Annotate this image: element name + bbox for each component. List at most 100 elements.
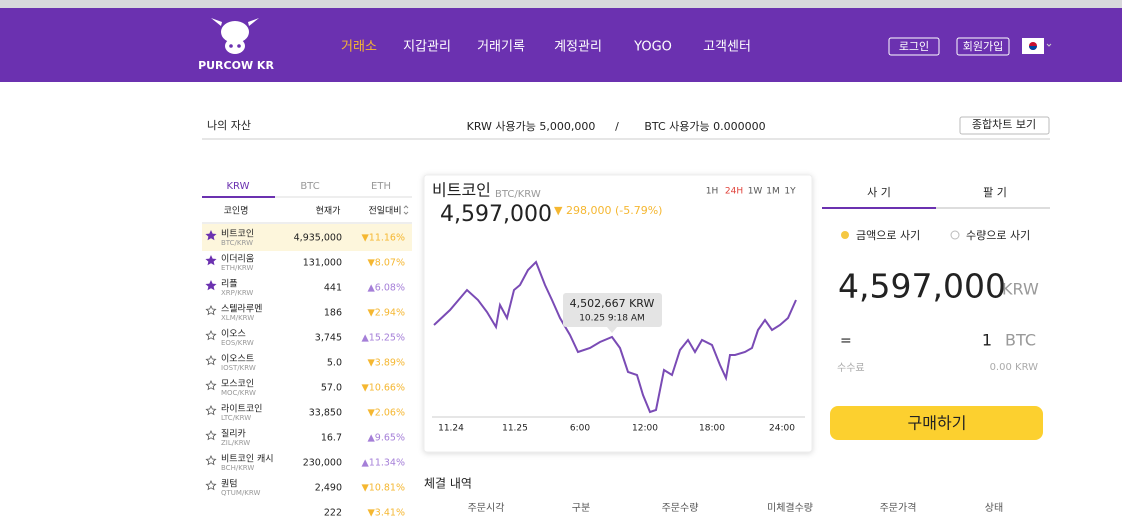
favorite-star[interactable] xyxy=(205,430,217,441)
coin-change: ▼8.07% xyxy=(368,258,406,269)
coin-change: ▼10.81% xyxy=(361,483,405,494)
coin-name[interactable]: 라이트코인 xyxy=(221,404,262,415)
coin-name[interactable]: 퀀텀 xyxy=(221,478,238,490)
order-unit: BTC xyxy=(1005,331,1036,350)
full-chart-button[interactable] xyxy=(959,116,1050,135)
coin-price: 4,935,000 xyxy=(294,233,342,244)
chart-price: 4,597,000 xyxy=(440,202,552,227)
fee: 0.00 KRW xyxy=(990,362,1039,373)
coin-name[interactable]: 질리카 xyxy=(221,428,246,440)
price-line xyxy=(433,260,797,414)
nav-item[interactable]: 거래기록 xyxy=(477,40,525,55)
sort-icon[interactable] xyxy=(403,205,409,215)
favorite-star[interactable] xyxy=(205,405,217,416)
coin-pair: QTUM/KRW xyxy=(221,489,260,497)
coin-change: ▼11.16% xyxy=(361,233,405,244)
coin-name[interactable]: 비트코인 캐시 xyxy=(221,454,274,465)
tooltip-pointer xyxy=(607,327,617,333)
tooltip-time: 10.25 9:18 AM xyxy=(579,314,645,324)
signup-label[interactable]: 회원가입 xyxy=(963,40,1003,53)
favorite-star[interactable] xyxy=(205,355,217,366)
favorite-star[interactable] xyxy=(205,255,217,266)
coin-name[interactable]: 스텔라루멘 xyxy=(221,303,262,315)
sell-tab[interactable]: 팔 기 xyxy=(983,186,1007,199)
favorite-star[interactable] xyxy=(205,480,217,491)
history-column: 주문수량 xyxy=(662,502,699,514)
range-button[interactable]: 24H xyxy=(725,187,743,197)
favorite-star[interactable] xyxy=(205,330,217,341)
language-flag[interactable] xyxy=(1022,38,1052,54)
coin-price: 33,850 xyxy=(309,408,342,419)
radio-selected[interactable] xyxy=(841,231,849,239)
coin-price: 230,000 xyxy=(303,458,342,469)
login-button[interactable] xyxy=(888,37,940,56)
x-tick-label: 24:00 xyxy=(769,424,795,434)
market-tab[interactable]: KRW xyxy=(227,181,250,192)
favorite-star[interactable] xyxy=(205,455,217,466)
coin-price: 131,000 xyxy=(303,258,342,269)
coin-pair: IOST/KRW xyxy=(221,364,256,372)
coin-pair: XRP/KRW xyxy=(221,289,253,297)
market-tab[interactable]: ETH xyxy=(371,181,391,192)
buy-label[interactable]: 구매하기 xyxy=(908,414,967,433)
nav-item[interactable]: YOGO xyxy=(633,40,672,55)
range-button[interactable]: 1Y xyxy=(784,187,796,197)
coin-name[interactable]: 이오스트 xyxy=(221,354,254,365)
x-tick-label: 11.25 xyxy=(502,424,528,434)
coin-name[interactable]: 리플 xyxy=(221,279,238,290)
nav-item[interactable]: 계정관리 xyxy=(554,40,602,55)
logo: PURCOW KR xyxy=(198,59,274,72)
favorite-star[interactable] xyxy=(205,280,217,291)
market-tab[interactable]: BTC xyxy=(300,181,319,192)
nav-item[interactable]: 거래소 xyxy=(341,40,377,55)
x-tick-label: 6:00 xyxy=(570,424,590,434)
chart-pair: BTC/KRW xyxy=(495,189,541,200)
favorite-star[interactable] xyxy=(205,380,217,391)
coin-pair: MOC/KRW xyxy=(221,389,256,397)
chart-change: ▼ 298,000 (-5.79%) xyxy=(554,204,662,217)
radio[interactable] xyxy=(950,230,960,240)
signup-button[interactable] xyxy=(956,37,1010,56)
header xyxy=(0,8,1122,82)
buy-button[interactable] xyxy=(830,406,1043,440)
equals: = xyxy=(840,333,852,349)
krw-available: KRW 사용가능 5,000,000 xyxy=(467,120,596,133)
full-chart-label[interactable]: 종합차트 보기 xyxy=(972,118,1036,131)
coin-name[interactable]: 비트코인 xyxy=(221,229,254,240)
nav-item[interactable]: 지갑관리 xyxy=(403,40,451,55)
coin-price: 16.7 xyxy=(321,433,342,444)
history-column: 상태 xyxy=(985,502,1003,514)
coin-change: ▼3.89% xyxy=(368,358,406,369)
range-button[interactable]: 1H xyxy=(706,187,719,197)
coin-change: ▼3.41% xyxy=(368,508,406,517)
coin-pair: LTC/KRW xyxy=(221,414,251,422)
range-button[interactable]: 1M xyxy=(766,187,780,197)
login-label[interactable]: 로그인 xyxy=(899,40,929,53)
nav-item[interactable]: 고객센터 xyxy=(703,40,751,55)
tooltip-price: 4,502,667 KRW xyxy=(570,297,655,310)
order-quantity[interactable]: 1 xyxy=(982,331,992,350)
history-column: 주문시각 xyxy=(468,502,505,514)
coin-price: 2,490 xyxy=(315,483,342,494)
coin-price: 3,745 xyxy=(315,333,342,344)
favorite-star[interactable] xyxy=(205,305,217,316)
option-amount[interactable]: 금액으로 사기 xyxy=(856,229,920,242)
coin-price: 441 xyxy=(324,283,342,294)
buy-tab[interactable]: 사 기 xyxy=(867,186,891,199)
favorite-star[interactable] xyxy=(205,230,217,241)
order-amount[interactable]: 4,597,000 xyxy=(838,267,1006,306)
coin-name[interactable]: 이오스 xyxy=(221,329,246,340)
column-header: 전일대비 xyxy=(368,206,401,217)
coin-pair: EOS/KRW xyxy=(221,339,254,347)
option-quantity[interactable]: 수량으로 사기 xyxy=(966,229,1030,242)
coin-pair: BCH/KRW xyxy=(221,464,254,472)
coin-change: ▲9.65% xyxy=(368,433,406,444)
range-button[interactable]: 1W xyxy=(748,187,763,197)
coin-pair: XLM/KRW xyxy=(221,314,254,322)
coin-name[interactable]: 이더리움 xyxy=(221,254,254,265)
coin-price: 5.0 xyxy=(327,358,342,369)
coin-change: ▼10.66% xyxy=(361,383,405,394)
coin-pair: BTC/KRW xyxy=(221,239,253,247)
coin-name[interactable]: 모스코인 xyxy=(221,379,254,390)
